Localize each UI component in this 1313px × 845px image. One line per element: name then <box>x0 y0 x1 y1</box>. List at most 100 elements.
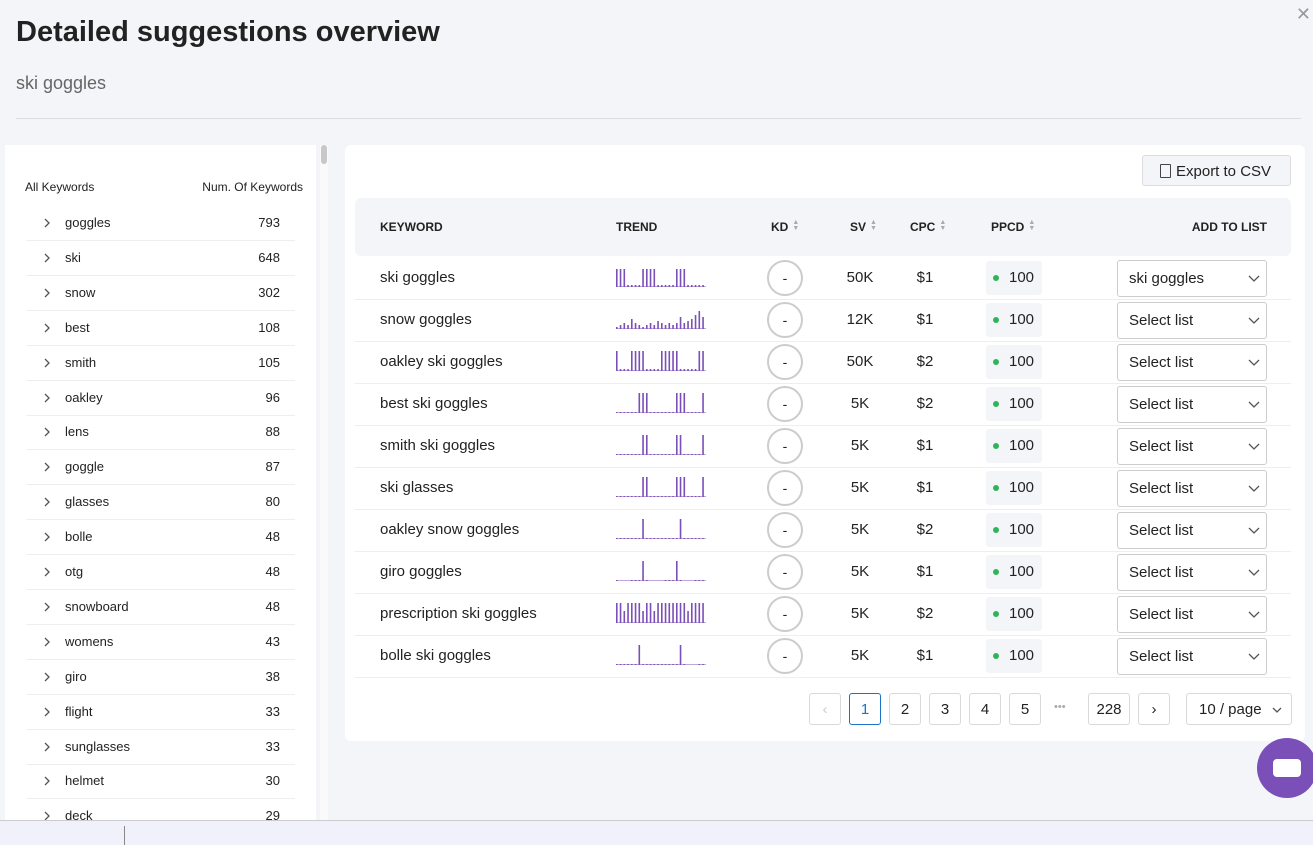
list-select[interactable]: Select list <box>1117 386 1267 423</box>
trend-bar <box>619 496 622 497</box>
close-button[interactable]: ✕ <box>1295 4 1311 24</box>
trend-bar <box>694 285 697 287</box>
keyword-group[interactable]: glasses <box>65 494 110 510</box>
trend-bar <box>691 285 693 287</box>
trend-bar <box>619 412 622 413</box>
keyword-count: 88 <box>265 424 280 440</box>
ppcd: 100 <box>1009 269 1035 286</box>
trend-bar <box>616 454 618 455</box>
keyword-group[interactable]: flight <box>65 703 93 719</box>
list-select[interactable]: Select list <box>1117 638 1267 675</box>
row-divider <box>27 519 295 521</box>
search-volume: 12K <box>846 311 874 328</box>
column-header[interactable]: KD ▲ ▼ <box>771 219 800 234</box>
prev-page[interactable]: ‹ <box>809 693 841 725</box>
trend-bar <box>616 269 618 287</box>
list-select[interactable]: Select list <box>1117 302 1267 339</box>
trend-bar <box>683 269 686 287</box>
trend-bar <box>694 369 697 371</box>
trend-bar <box>623 611 626 623</box>
search-volume: 50K <box>846 353 874 370</box>
row-divider <box>355 425 1291 426</box>
trend-bar <box>691 603 693 623</box>
keyword-group[interactable]: snowboard <box>65 598 129 614</box>
keyword-group[interactable]: oakley <box>65 389 103 405</box>
keyword[interactable]: ski goggles <box>380 269 456 286</box>
keyword[interactable]: giro goggles <box>380 563 462 580</box>
keyword-group[interactable]: giro <box>65 668 87 684</box>
keyword-group[interactable]: ski <box>65 249 81 265</box>
chevron <box>44 288 50 298</box>
chevron <box>44 358 50 368</box>
trend-bar <box>668 285 671 287</box>
keyword[interactable]: ski glasses <box>380 479 454 496</box>
chevron <box>44 253 50 263</box>
trend-bar <box>676 664 678 665</box>
list-select[interactable]: Select list <box>1117 596 1267 633</box>
keyword[interactable]: smith ski goggles <box>380 437 496 454</box>
trend-bar <box>661 664 663 665</box>
keyword-group[interactable]: sunglasses <box>65 738 131 754</box>
keyword-count: 29 <box>265 808 280 820</box>
keyword[interactable]: best ski goggles <box>380 395 488 412</box>
ppcd: 100 <box>1009 479 1035 496</box>
keyword-group[interactable]: goggle <box>65 459 105 475</box>
page-button[interactable]: 4 <box>969 693 1001 725</box>
page-size-select[interactable]: 10 / page <box>1186 693 1292 725</box>
trend-bar <box>668 323 671 329</box>
keyword[interactable]: snow goggles <box>380 311 472 328</box>
trend-bar <box>664 538 667 539</box>
page-button[interactable]: 3 <box>929 693 961 725</box>
sort-icon: ▲ ▼ <box>1028 219 1036 232</box>
column-header[interactable]: SV ▲ ▼ <box>850 219 877 234</box>
keyword-group[interactable]: womens <box>65 633 114 649</box>
trend-bar <box>634 538 637 539</box>
column-header[interactable]: PPCD ▲ ▼ <box>991 219 1036 234</box>
page-button[interactable]: 5 <box>1009 693 1041 725</box>
row-divider <box>27 693 295 695</box>
keyword-group[interactable]: lens <box>65 424 89 440</box>
list-select[interactable]: Select list <box>1117 428 1267 465</box>
trend-bar <box>634 603 637 623</box>
trend-bar <box>676 351 678 371</box>
trend-bar <box>676 561 678 581</box>
list-select[interactable]: Select list <box>1117 512 1267 549</box>
keyword-group[interactable]: snow <box>65 284 96 300</box>
trend-bar <box>661 323 663 329</box>
ppcd: 100 <box>1009 563 1035 580</box>
keyword-group[interactable]: otg <box>65 564 84 579</box>
keyword-group[interactable]: helmet <box>65 773 105 789</box>
trend-bar <box>694 580 697 581</box>
keyword-group[interactable]: goggles <box>65 215 111 230</box>
page-button[interactable]: 228 <box>1088 693 1130 725</box>
page-button[interactable]: 1 <box>849 693 881 725</box>
keyword[interactable]: bolle ski goggles <box>380 647 491 664</box>
ppcd: 100 <box>1009 353 1035 370</box>
keyword[interactable]: prescription ski goggles <box>380 605 537 622</box>
keyword-group[interactable]: deck <box>65 808 93 820</box>
keyword-group[interactable]: best <box>65 319 90 335</box>
page-button[interactable]: 2 <box>889 693 921 725</box>
list-select[interactable]: ski goggles <box>1117 260 1267 297</box>
next-page[interactable]: › <box>1138 693 1170 725</box>
keyword[interactable]: oakley ski goggles <box>380 353 503 370</box>
trend-bar <box>631 580 633 581</box>
export-button[interactable]: Export to CSV <box>1142 155 1291 186</box>
keyword[interactable]: oakley snow goggles <box>380 521 520 538</box>
trend-bar <box>672 412 674 413</box>
trend-bar <box>661 603 663 623</box>
keyword-group[interactable]: bolle <box>65 529 93 545</box>
keyword-count: 43 <box>265 633 280 649</box>
trend-bar <box>687 369 689 371</box>
list-select[interactable]: Select list <box>1117 470 1267 507</box>
keyword-group[interactable]: smith <box>65 354 97 370</box>
trend-bar <box>668 454 671 455</box>
trend-bar <box>668 580 671 581</box>
list-select[interactable]: Select list <box>1117 554 1267 591</box>
trend-chart <box>616 645 706 665</box>
chat-button[interactable] <box>1257 738 1313 798</box>
column-header[interactable]: CPC ▲ ▼ <box>910 219 947 234</box>
status-dot <box>993 485 999 491</box>
trend-bar <box>646 603 648 623</box>
list-select[interactable]: Select list <box>1117 344 1267 381</box>
